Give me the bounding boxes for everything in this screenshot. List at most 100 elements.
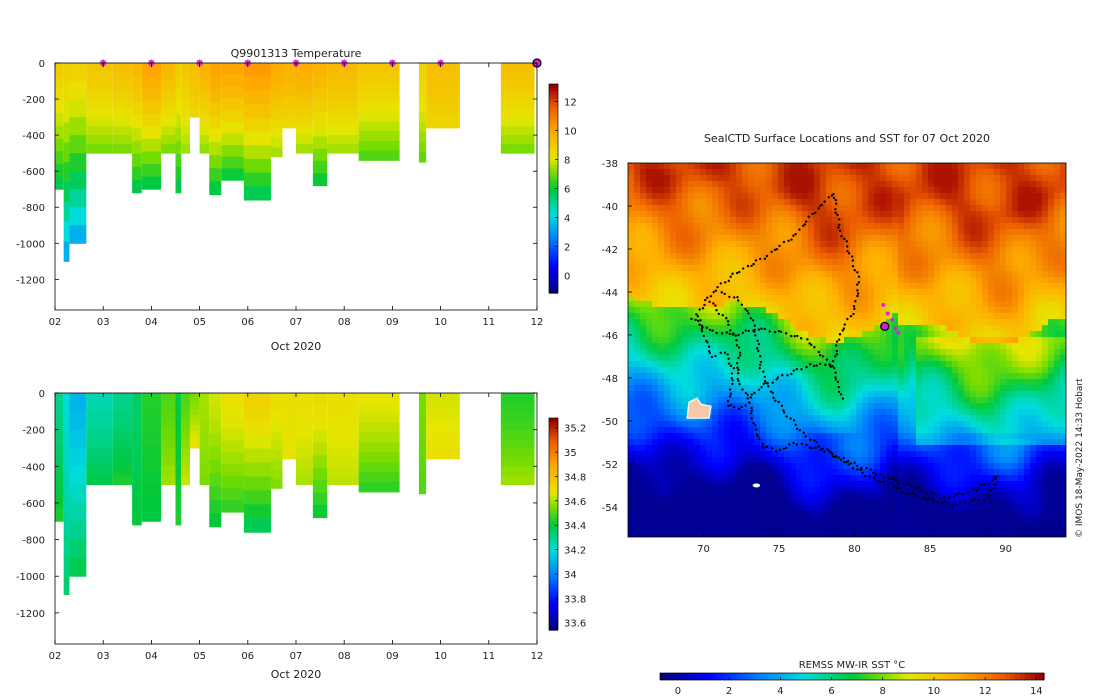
profile-cell [243, 90, 271, 105]
profile-cell [296, 135, 313, 145]
profile-cell [221, 428, 244, 442]
colorbar-segment [549, 178, 558, 183]
profile-cell [500, 63, 535, 73]
salinity-xlabel: Oct 2020 [271, 668, 322, 681]
colorbar-segment [549, 601, 558, 606]
profile-cell [199, 411, 210, 421]
y-tick-label: -1200 [16, 275, 45, 286]
profile-cell [55, 431, 64, 445]
colorbar-segment [549, 428, 558, 433]
colorbar-tick-label: 0 [564, 272, 570, 283]
x-tick-label: 07 [290, 651, 303, 662]
profile-cell [270, 147, 283, 158]
profile-cell [327, 135, 359, 145]
colorbar-segment [549, 122, 558, 127]
profile-cell [161, 466, 176, 476]
profile-cell [55, 63, 64, 77]
profile-cell [63, 162, 70, 183]
profile-cell [426, 445, 460, 453]
profile-cell [181, 475, 190, 486]
y-tick-label: -1200 [16, 609, 45, 620]
profile-cell [86, 117, 113, 127]
profile-cell [181, 63, 190, 73]
profile-cell [112, 438, 133, 449]
profile-cell [141, 138, 162, 152]
profile-cell [63, 82, 70, 104]
colorbar-segment [549, 153, 558, 158]
profile-cell [132, 127, 142, 142]
profile-cell [181, 126, 190, 136]
profile-cell [189, 436, 200, 443]
profile-cell [500, 126, 535, 136]
profile-cell [141, 405, 162, 420]
profile-cell [161, 63, 176, 73]
colorbar-segment [549, 439, 558, 444]
profile-cell [270, 459, 283, 470]
profile-cell [86, 135, 113, 145]
y-tick-label: 0 [39, 59, 45, 70]
profile-cell [161, 144, 176, 154]
profile-cell [296, 99, 313, 109]
profile-cell [426, 393, 460, 401]
profile-cell [132, 179, 142, 194]
colorbar-segment [549, 509, 558, 514]
colorbar-segment [549, 101, 558, 106]
colorbar-segment [549, 580, 558, 585]
x-tick-label: 09 [386, 317, 399, 328]
profile-cell [86, 429, 113, 440]
profile-cell [175, 393, 182, 407]
profile-cell [181, 466, 190, 476]
profile-cell [209, 155, 222, 169]
profile-cell [181, 72, 190, 82]
colorbar-segment [549, 195, 558, 200]
colorbar-segment [549, 212, 558, 217]
profile-cell [243, 172, 271, 187]
colorbar-segment [549, 463, 558, 469]
colorbar-segment [549, 125, 558, 130]
profile-cell [199, 63, 210, 73]
profile-cell [418, 403, 427, 414]
colorbar-segment [549, 261, 558, 266]
y-tick-label: -600 [22, 499, 45, 510]
profile-cell [358, 402, 400, 414]
x-tick-label: 08 [338, 651, 351, 662]
profile-cell [282, 108, 296, 116]
profile-cell [500, 457, 535, 467]
profile-cell [112, 420, 133, 431]
x-tick-label: 06 [241, 317, 254, 328]
profile-cell [175, 406, 182, 420]
profile-cell [132, 419, 142, 434]
colorbar-segment [549, 527, 558, 532]
profile-cell [312, 112, 328, 125]
x-tick-label: 03 [97, 651, 110, 662]
profile-cell [270, 412, 283, 423]
profile-cell [426, 432, 460, 440]
profile-cell [296, 475, 313, 486]
profile-cell [500, 108, 535, 118]
profile-cell [86, 393, 113, 403]
profile-cell [63, 413, 70, 434]
colorbar-segment [549, 216, 558, 221]
profile-cell [270, 478, 283, 489]
profile-cell [141, 100, 162, 114]
profile-cell [426, 108, 460, 116]
profile-cell [112, 393, 133, 403]
colorbar-segment [549, 87, 558, 92]
colorbar-tick-label: 33.6 [564, 619, 586, 630]
profile-cell [209, 181, 222, 196]
colorbar-segment [549, 111, 558, 116]
colorbar-tick-label: 12 [564, 97, 577, 108]
profile-cell [327, 99, 359, 109]
profile-cell [312, 455, 328, 469]
profile-cell [209, 168, 222, 182]
profile-cell [181, 99, 190, 109]
profile-cell [312, 124, 328, 138]
profile-cell [175, 445, 182, 460]
colorbar-segment [549, 171, 558, 176]
profile-cell [327, 447, 359, 458]
colorbar-segment [549, 150, 558, 155]
profile-cell [221, 476, 244, 489]
colorbar-tick-label: 6 [564, 185, 570, 196]
profile-cell [282, 63, 296, 70]
